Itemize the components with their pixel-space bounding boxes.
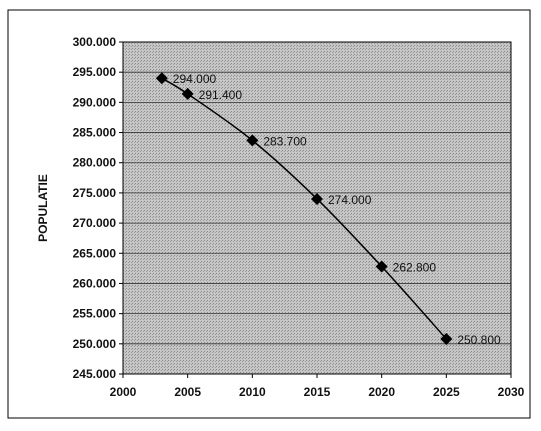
data-label: 294.000 — [173, 72, 217, 86]
y-tick-label: 280.000 — [73, 156, 117, 170]
y-tick-label: 265.000 — [73, 246, 117, 260]
data-label: 262.800 — [393, 261, 437, 275]
plot-area — [123, 42, 511, 374]
data-label: 274.000 — [328, 193, 372, 207]
data-label: 291.400 — [199, 88, 243, 102]
x-tick-label: 2010 — [239, 385, 266, 399]
x-tick-label: 2005 — [174, 385, 201, 399]
y-axis-title: POPULATIE — [36, 174, 50, 242]
y-tick-label: 245.000 — [73, 367, 117, 381]
x-tick-label: 2030 — [498, 385, 525, 399]
y-tick-label: 260.000 — [73, 276, 117, 290]
x-tick-label: 2015 — [304, 385, 331, 399]
x-tick-label: 2025 — [433, 385, 460, 399]
y-tick-label: 270.000 — [73, 216, 117, 230]
data-label: 283.700 — [263, 134, 307, 148]
x-tick-label: 2020 — [368, 385, 395, 399]
x-tick-label: 2000 — [110, 385, 137, 399]
data-label: 250.800 — [457, 333, 501, 347]
y-tick-label: 250.000 — [73, 337, 117, 351]
y-tick-label: 295.000 — [73, 65, 117, 79]
y-tick-label: 275.000 — [73, 186, 117, 200]
y-tick-label: 300.000 — [73, 35, 117, 49]
y-tick-label: 255.000 — [73, 307, 117, 321]
y-tick-label: 290.000 — [73, 95, 117, 109]
y-tick-label: 285.000 — [73, 126, 117, 140]
